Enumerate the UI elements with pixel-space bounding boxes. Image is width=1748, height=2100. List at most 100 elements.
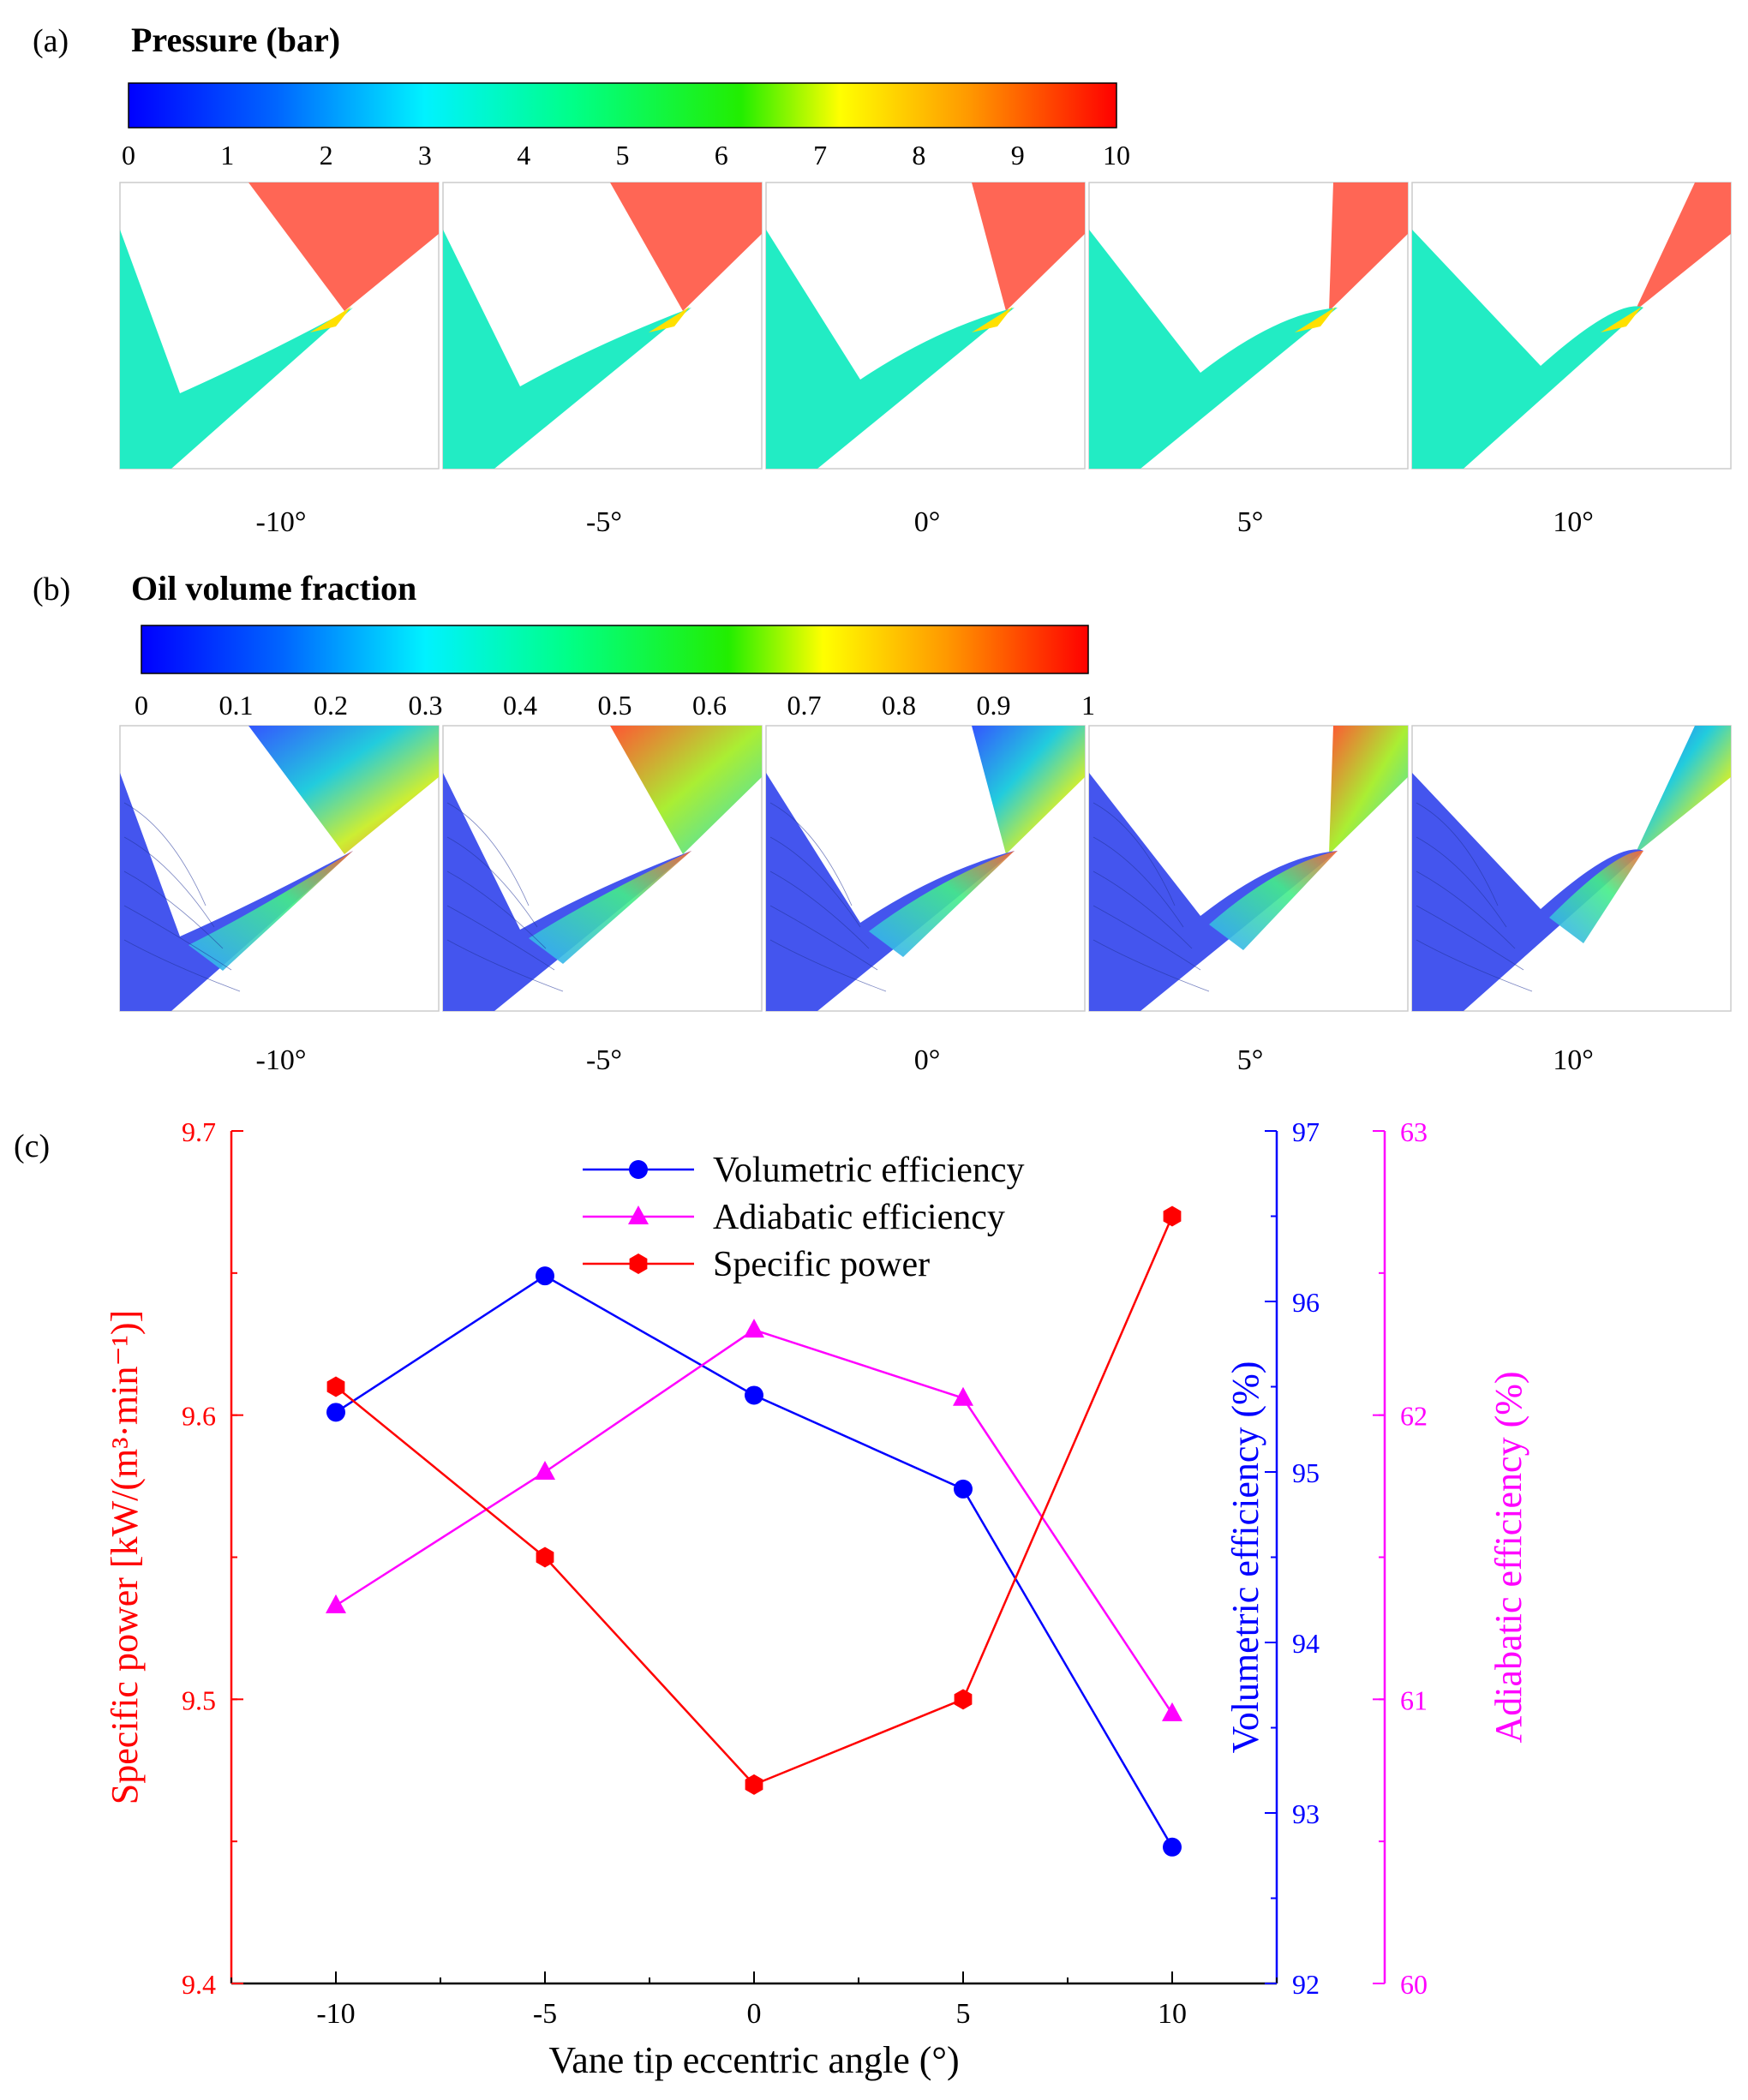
adiabatic-efficiency-point <box>744 1319 764 1338</box>
right1-y-tick-label: 92 <box>1292 1969 1320 2000</box>
gap-oil-region <box>529 851 691 964</box>
lower-oil-region <box>1089 773 1338 1011</box>
oil-colorbar-tick: 0.9 <box>977 690 1011 721</box>
legend-label-specific-power: Specific power <box>713 1245 930 1284</box>
streamline <box>123 802 207 906</box>
lower-oil-region <box>766 773 1015 1011</box>
upper-oil-region <box>610 726 762 854</box>
gap-oil-region <box>869 851 1015 957</box>
pressure-colorbar-ticks: 0 1 2 3 4 5 6 7 8 9 10 <box>122 140 1130 171</box>
left-y-tick-label: 9.6 <box>182 1401 216 1432</box>
high-pressure-region <box>610 182 762 311</box>
high-pressure-region <box>248 182 439 311</box>
low-pressure-region <box>1412 230 1643 469</box>
gap-oil-region <box>189 851 353 971</box>
streamline <box>1416 871 1516 949</box>
adiabatic-efficiency-point <box>535 1461 555 1480</box>
oil-angle-labels: -10° -5° 0° 5° 10° <box>256 1044 1594 1076</box>
oil-angle-label: -5° <box>586 1044 622 1076</box>
lower-oil-region <box>443 773 691 1011</box>
low-pressure-region <box>443 230 691 469</box>
pressure-angle-label: 0° <box>914 506 941 538</box>
specific-power-point <box>536 1547 554 1568</box>
volumetric-efficiency-point <box>536 1266 554 1286</box>
pressure-angle-labels: -10° -5° 0° 5° 10° <box>256 506 1594 538</box>
upper-oil-region <box>972 726 1085 854</box>
low-pressure-region <box>1089 230 1338 469</box>
oil-angle-label: -10° <box>256 1044 307 1076</box>
high-pressure-region <box>972 182 1085 311</box>
upper-oil-region <box>248 726 439 854</box>
right1-y-tick-label: 96 <box>1292 1287 1320 1318</box>
streamline <box>123 836 215 928</box>
panel-c-label: (c) <box>14 1128 50 1164</box>
streamline <box>769 871 870 949</box>
specific-power-point <box>326 1376 345 1397</box>
pressure-angle-label: 5° <box>1237 506 1264 538</box>
gap-oil-region <box>1209 851 1338 950</box>
pressure-colorbar-tick: 0 <box>122 140 135 171</box>
pressure-colorbar-tick: 7 <box>813 140 827 171</box>
volumetric-efficiency-point <box>745 1385 763 1405</box>
adiabatic-efficiency-point <box>953 1386 973 1406</box>
transition-region <box>1295 307 1336 332</box>
streamline <box>1416 905 1524 971</box>
high-pressure-region <box>1635 182 1731 311</box>
streamline <box>1092 939 1210 992</box>
pressure-colorbar-tick: 2 <box>320 140 333 171</box>
oil-colorbar-tick: 0.7 <box>787 690 822 721</box>
streamline <box>769 836 861 928</box>
pressure-title: Pressure (bar) <box>131 21 340 59</box>
pressure-colorbar-tick: 4 <box>517 140 530 171</box>
oil-title: Oil volume fraction <box>131 569 416 607</box>
legend-label-adiabatic-efficiency: Adiabatic efficiency <box>713 1198 1005 1237</box>
right2-y-tick-label: 61 <box>1400 1684 1428 1715</box>
lower-oil-region <box>1412 773 1643 1011</box>
pressure-angle-label: 10° <box>1553 506 1594 538</box>
streamline <box>1416 802 1499 906</box>
pressure-colorbar-tick: 5 <box>616 140 630 171</box>
oil-colorbar-tick: 0 <box>135 690 148 721</box>
oil-angle-label: 0° <box>914 1044 941 1076</box>
panel-c: (c) -10 -5 0 5 10 Vane tip eccentric angle (°… <box>14 1116 1530 2081</box>
oil-colorbar-tick: 1 <box>1081 690 1095 721</box>
pressure-angle-label: -5° <box>586 506 622 538</box>
oil-colorbar-tick: 0.3 <box>409 690 443 721</box>
oil-colorbar-tick: 0.6 <box>692 690 727 721</box>
oil-colorbar-tick: 0.8 <box>882 690 916 721</box>
upper-oil-region <box>1329 726 1408 854</box>
legend-marker-specific-power <box>629 1253 648 1274</box>
oil-angle-label: 10° <box>1553 1044 1594 1076</box>
streamline <box>769 802 853 906</box>
left-y-tick-label: 9.4 <box>182 1969 216 2000</box>
adiabatic-efficiency-point <box>326 1594 346 1613</box>
oil-contours <box>119 725 1732 1012</box>
right1-y-tick-label: 97 <box>1292 1116 1320 1147</box>
streamline <box>446 802 530 906</box>
x-axis-title: Vane tip eccentric angle (°) <box>548 2039 959 2081</box>
panel-b: (b) Oil volume fraction 0 0.1 0.2 0.3 0.4 0.5… <box>33 569 1732 1076</box>
panel-a: (a) Pressure (bar) 0 1 2 3 4 5 6 7 8 9 10 -10° -5° 0… <box>33 21 1732 538</box>
right1-y-tick-label: 93 <box>1292 1798 1320 1829</box>
specific-power-point <box>745 1774 763 1795</box>
streamline <box>1092 871 1193 949</box>
streamline <box>123 871 224 949</box>
lower-oil-region <box>120 773 353 1011</box>
right1-axis-title: Volumetric efficiency (%) <box>1224 1361 1266 1754</box>
upper-oil-region <box>1635 726 1731 854</box>
pressure-colorbar-tick: 9 <box>1011 140 1025 171</box>
legend-label-volumetric-efficiency: Volumetric efficiency <box>713 1151 1024 1190</box>
oil-colorbar <box>141 625 1089 674</box>
x-tick-label: -10 <box>316 1998 355 2030</box>
transition-region <box>1601 307 1642 332</box>
left-axis-title: Specific power [kW/(m³·min⁻¹)] <box>104 1310 146 1804</box>
streamline <box>123 939 241 992</box>
specific-power-point <box>954 1689 973 1710</box>
streamline <box>1092 802 1176 906</box>
oil-colorbar-ticks: 0 0.1 0.2 0.3 0.4 0.5 0.6 0.7 0.8 0.9 1 <box>135 690 1095 721</box>
volumetric-efficiency-point <box>326 1403 345 1422</box>
panel-b-label: (b) <box>33 571 70 607</box>
streamline <box>1416 939 1533 992</box>
specific-power-line <box>335 1216 1174 1786</box>
